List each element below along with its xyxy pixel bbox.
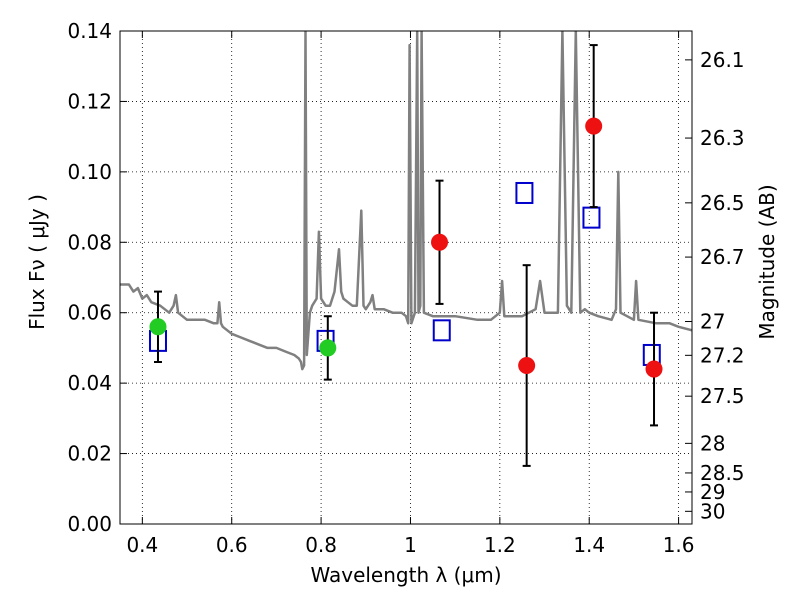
y-tick-label: 0.08 <box>67 230 112 254</box>
x-tick-label: 1.4 <box>573 533 605 557</box>
y-axis-label: Flux Fν ( μJy ) <box>25 194 49 330</box>
x-tick-label: 1.6 <box>663 533 695 557</box>
plot-frame <box>119 30 693 525</box>
data-point-marker <box>319 339 337 357</box>
x-tick-label: 1.2 <box>484 533 516 557</box>
y-tick-label: 0.04 <box>67 371 112 395</box>
y-tick-label: 0.00 <box>67 512 112 536</box>
y-tick-label: 0.06 <box>67 301 112 325</box>
magnitude-axis-label: Magnitude (AB) <box>755 184 779 339</box>
magnitude-tick-label: 27.5 <box>700 384 745 408</box>
x-tick-label: 0.8 <box>305 533 337 557</box>
spectrum-line <box>120 31 692 371</box>
y-tick-label: 0.12 <box>67 89 112 113</box>
magnitude-tick-label: 29 <box>700 480 725 504</box>
y-tick-label: 0.02 <box>67 442 112 466</box>
magnitude-tick-label: 26.7 <box>700 245 745 269</box>
magnitude-tick-label: 30 <box>700 499 725 523</box>
x-axis-label: Wavelength λ (μm) <box>310 563 501 587</box>
x-axis-ticks: 0.4 0.6 0.8 1 1.2 1.4 1.6 <box>126 31 695 557</box>
magnitude-tick-label: 27.2 <box>700 343 745 367</box>
data-point-marker <box>518 357 536 375</box>
model-square-marker <box>515 181 534 204</box>
model-square-marker <box>432 319 451 342</box>
model-spectrum <box>120 31 692 371</box>
x-tick-label: 1 <box>404 533 417 557</box>
magnitude-tick-label: 26.5 <box>700 191 745 215</box>
magnitude-tick-label: 26.3 <box>700 126 745 150</box>
data-point-marker <box>645 360 663 378</box>
x-tick-label: 0.4 <box>126 533 158 557</box>
y-tick-label: 0.10 <box>67 160 112 184</box>
model-square-marker <box>582 206 601 229</box>
data-point-marker <box>149 318 167 336</box>
x-tick-label: 0.6 <box>216 533 248 557</box>
magnitude-tick-label: 27 <box>700 310 725 334</box>
magnitude-tick-label: 26.1 <box>700 48 745 72</box>
data-point-marker <box>585 117 603 135</box>
y-axis-ticks: 0.00 0.02 0.04 0.06 0.08 0.10 0.12 0.14 <box>67 19 127 536</box>
grid <box>120 31 692 524</box>
data-point-marker <box>431 233 449 251</box>
y-tick-label: 0.14 <box>67 19 112 43</box>
photometry-points <box>148 44 663 467</box>
magnitude-tick-label: 28.5 <box>700 461 745 485</box>
magnitude-tick-label: 28 <box>700 431 725 455</box>
